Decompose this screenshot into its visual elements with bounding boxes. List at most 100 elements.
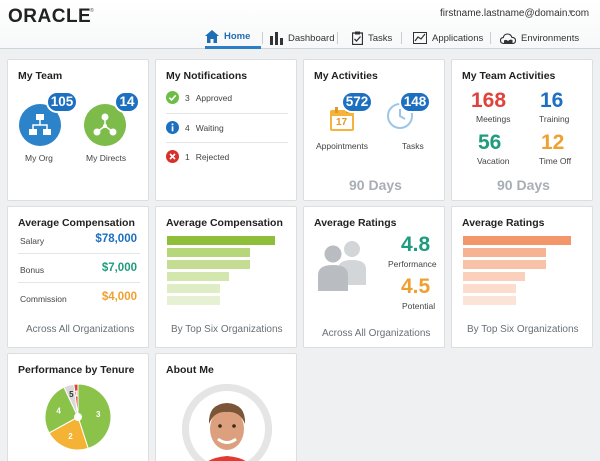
commission-value: $4,000 <box>101 291 137 303</box>
timeoff-label: Time Off <box>539 156 572 166</box>
notification-approved[interactable]: 3 Approved <box>166 91 232 104</box>
bar <box>167 248 250 257</box>
nav-divider <box>337 32 338 44</box>
card-title: My Team <box>18 70 63 82</box>
chevron-down-icon[interactable]: ▼ <box>567 8 575 17</box>
performance-label: Performance <box>388 259 437 269</box>
card-title: Average Compensation <box>18 217 135 229</box>
tasks-label: Tasks <box>402 141 424 151</box>
user-menu[interactable]: firstname.lastname@domain.com <box>440 8 590 19</box>
bar <box>167 260 250 269</box>
bar <box>463 272 525 281</box>
pie-slice-label: 4 <box>56 407 61 416</box>
bonus-value: $7,000 <box>101 262 137 274</box>
meetings-label: Meetings <box>476 114 511 124</box>
nav-label: Home <box>224 31 251 42</box>
info-circle-icon <box>166 121 179 134</box>
home-icon <box>205 30 219 43</box>
org-count-badge: 105 <box>46 91 78 113</box>
card-title: My Notifications <box>166 70 248 82</box>
nav-tab-applications[interactable]: Applications <box>413 27 483 49</box>
nav-label: Applications <box>432 32 484 44</box>
oracle-logo[interactable]: ORACLE <box>8 6 92 27</box>
bar <box>167 236 275 245</box>
pie-center <box>74 413 82 421</box>
notifications-card[interactable]: My Notifications 3 Approved 4 Waiting 1 … <box>155 59 297 201</box>
chart-window-icon <box>413 32 427 44</box>
avg-compensation-bars-card[interactable]: Average Compensation By Top Six Organiza… <box>155 206 297 348</box>
nav-divider <box>262 32 263 44</box>
calendar-day: 17 <box>336 117 348 128</box>
card-footer: By Top Six Organizations <box>467 324 579 335</box>
clipboard-icon <box>352 31 363 45</box>
notification-waiting[interactable]: 4 Waiting <box>166 121 224 134</box>
calendar-icon: 17 <box>329 106 355 132</box>
appointments-label: Appointments <box>316 141 368 151</box>
card-title: Average Ratings <box>462 217 545 229</box>
card-footer: By Top Six Organizations <box>171 324 283 335</box>
avg-ratings-card[interactable]: Average Ratings 4.8 Performance 4.5 Pote… <box>303 206 445 348</box>
nav-tab-tasks[interactable]: Tasks <box>352 27 392 49</box>
x-circle-icon <box>166 150 179 163</box>
tenure-pie-chart: 3 2 45 1 <box>44 383 112 451</box>
notification-label: Approved <box>195 92 233 103</box>
my-org-label: My Org <box>25 153 53 163</box>
timeoff-value: 12 <box>541 131 565 154</box>
notification-count: 4 <box>185 122 190 133</box>
card-footer: Across All Organizations <box>26 324 135 335</box>
team-activities-card[interactable]: My Team Activities 168 Meetings 16 Train… <box>451 59 593 201</box>
pie-slice <box>77 383 112 450</box>
training-value: 16 <box>540 89 564 112</box>
pie-slice-label: 3 <box>96 410 101 419</box>
card-title: My Team Activities <box>462 70 556 82</box>
notification-label: Waiting <box>195 122 224 133</box>
vacation-label: Vacation <box>477 156 510 166</box>
avg-ratings-bars-card[interactable]: Average Ratings By Top Six Organizations <box>451 206 593 348</box>
cloud-icon <box>500 32 516 44</box>
network-icon <box>93 113 117 136</box>
bar-chart-icon <box>270 31 283 45</box>
avatar-photo <box>182 384 272 461</box>
top-header: ORACLE ® firstname.lastname@domain.com ▼… <box>0 0 600 49</box>
period-label: 90 Days <box>497 177 550 193</box>
vacation-value: 56 <box>478 131 502 154</box>
directs-count-badge: 14 <box>114 91 140 113</box>
salary-value: $78,000 <box>95 233 137 245</box>
nav-divider <box>490 32 491 44</box>
divider <box>18 253 140 254</box>
card-footer: Across All Organizations <box>322 328 431 339</box>
people-icon <box>314 235 372 298</box>
card-title: Average Compensation <box>166 217 283 229</box>
pie-slice-label: 2 <box>68 432 73 441</box>
nav-label: Tasks <box>368 32 393 44</box>
potential-value: 4.5 <box>401 275 431 298</box>
nav-label: Dashboard <box>288 32 335 44</box>
divider <box>166 142 288 143</box>
nav-tab-dashboard[interactable]: Dashboard <box>270 27 334 49</box>
bar <box>167 284 220 293</box>
notification-rejected[interactable]: 1 Rejected <box>166 150 229 163</box>
comp-row-label: Commission <box>20 294 67 304</box>
about-me-card[interactable]: About Me <box>155 353 297 461</box>
appointments-count-badge: 572 <box>341 91 373 113</box>
bar <box>463 296 516 305</box>
pie-slice-label: 5 <box>69 390 74 399</box>
activities-card[interactable]: My Activities 17 572 Appointments 148 Ta… <box>303 59 445 201</box>
card-title: My Activities <box>314 70 378 82</box>
divider <box>166 113 288 114</box>
card-title: Performance by Tenure <box>18 364 135 376</box>
nav-tab-environments[interactable]: Environments <box>500 27 579 49</box>
notification-count: 1 <box>185 151 190 162</box>
nav-tab-home[interactable]: Home <box>205 27 261 49</box>
nav-divider <box>401 32 402 44</box>
check-circle-icon <box>166 91 179 104</box>
tasks-count-badge: 148 <box>399 91 431 113</box>
pie-slice-label: 1 <box>74 389 79 398</box>
bar <box>167 296 220 305</box>
avg-compensation-card[interactable]: Average Compensation Salary $78,000 Bonu… <box>7 206 149 348</box>
my-team-card[interactable]: My Team 105 My Org 14 My Directs <box>7 59 149 201</box>
comp-row-label: Bonus <box>20 265 45 275</box>
potential-label: Potential <box>402 301 436 311</box>
profile-avatar[interactable] <box>182 384 272 461</box>
